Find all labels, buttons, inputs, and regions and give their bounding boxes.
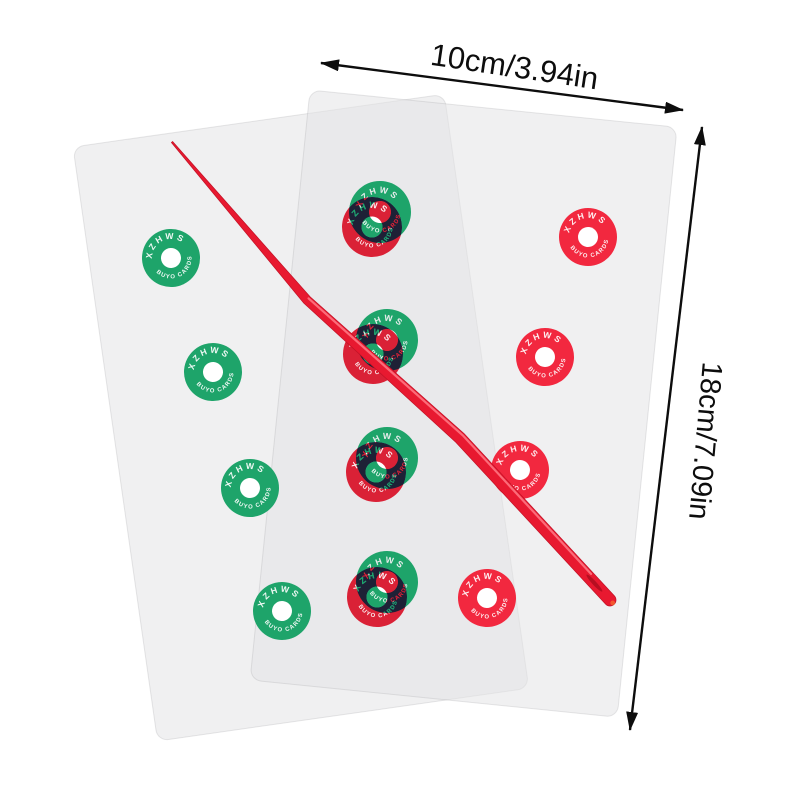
sticker-hole <box>376 571 398 593</box>
sticker-hole <box>203 362 223 382</box>
needle-layer <box>170 141 617 607</box>
sticker-hole <box>535 347 555 367</box>
sticker-hole <box>578 227 598 247</box>
sticker-hole <box>376 447 398 469</box>
sticker-hole <box>376 329 398 351</box>
height-dimension-arrow <box>626 126 706 731</box>
sticker-hole <box>477 588 497 608</box>
sticker-hole <box>510 460 530 480</box>
sticker-hole <box>369 201 391 223</box>
needle-eye-slot <box>586 574 603 592</box>
sticker-hole <box>240 478 260 498</box>
needle-highlight <box>307 297 593 575</box>
needle-end-glint <box>610 600 616 606</box>
height-dimension-label: 18cm/7.09in <box>682 361 728 521</box>
sticker-hole <box>161 248 181 268</box>
width-dimension-arrow <box>320 59 684 114</box>
right-card <box>250 90 677 717</box>
sticker-hole <box>272 601 292 621</box>
